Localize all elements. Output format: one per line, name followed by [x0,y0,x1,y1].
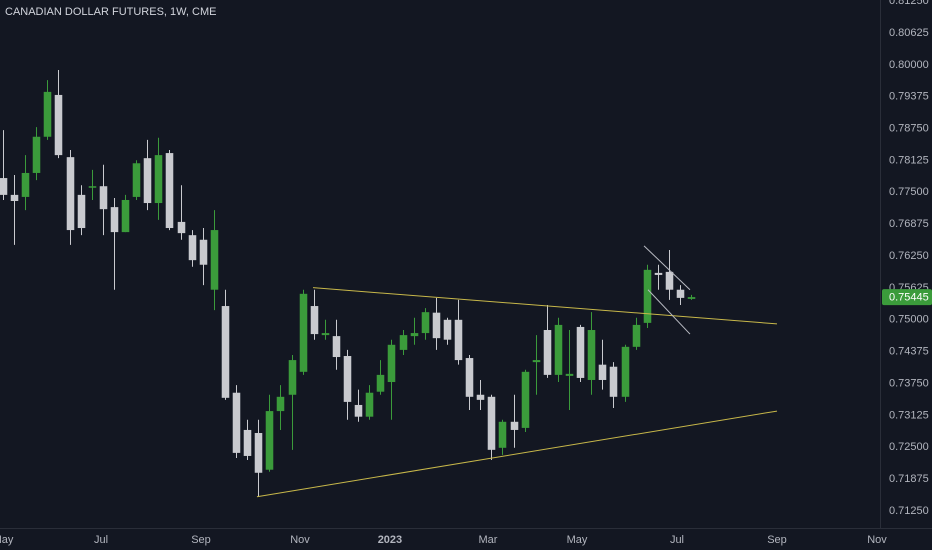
candle-body [43,91,52,137]
y-tick-label: 0.80625 [889,27,929,39]
candle-body [121,199,130,233]
last-price-box [882,289,932,306]
candle-body [343,356,352,402]
x-tick-label: Sep [191,534,211,546]
candle-body [365,392,374,417]
y-tick-label: 0.80000 [889,59,929,71]
last-price-label: 0.75445 [889,292,929,304]
candle-body [410,333,419,337]
candle-body [643,269,652,323]
x-tick-label: Jul [670,534,684,546]
candle-body [288,360,297,395]
candle-body [521,371,530,428]
candle-body [321,333,330,336]
chart-title: CANADIAN DOLLAR FUTURES, 1W, CME [5,6,216,18]
candle-body [232,392,241,453]
candle-body [487,396,496,450]
candle-body [10,194,19,202]
candle-body [632,324,641,347]
candle-body [88,186,97,188]
candle-body [421,312,430,334]
candle-body [32,136,41,173]
candle-body [265,411,274,470]
candle-body [299,293,308,372]
trend-line [256,410,778,498]
candle-body [399,335,408,350]
y-tick-label: 0.74375 [889,346,929,358]
candle-body [609,366,618,397]
trend-line [643,245,691,291]
candle-body [554,324,563,375]
candle-body [621,346,630,397]
candle-body [498,421,507,448]
candle-body [21,172,30,197]
candle-body [432,312,441,339]
y-tick-label: 0.75000 [889,314,929,326]
candle-body [543,330,552,375]
y-tick-label: 0.78750 [889,123,929,135]
candle-body [476,394,485,400]
candle-body [332,336,341,358]
candle-body [66,157,75,231]
candle-body [510,421,519,430]
x-tick-label: 2023 [378,534,402,546]
candle-body [143,158,152,204]
candle-body [165,153,174,229]
candle-body [0,178,8,195]
candle-body [598,364,607,380]
y-tick-label: 0.76250 [889,250,929,262]
candle-body [221,306,230,398]
x-tick-label: Jul [94,534,108,546]
candle-body [243,429,252,456]
candle-body [654,272,663,275]
candle-body [587,330,596,380]
candle-body [177,221,186,234]
candle-body [210,230,219,290]
x-tick-label: Nov [867,534,887,546]
y-tick-label: 0.77500 [889,186,929,198]
candle-body [443,319,452,340]
candle-body [454,319,463,361]
y-tick-label: 0.76875 [889,218,929,230]
candle-body [687,297,696,299]
candle-body [310,306,319,335]
candle-body [77,194,86,229]
candle-body [665,271,674,290]
y-tick-label: 0.71875 [889,473,929,485]
candle-body [199,239,208,265]
y-tick-label: 0.73750 [889,377,929,389]
trend-line [312,287,778,325]
y-tick-label: 0.71250 [889,505,929,517]
trend-line [647,289,691,335]
candle-body [576,326,585,378]
candle-body [110,207,119,233]
candle-body [276,396,285,412]
x-tick-label: May [567,534,588,546]
x-tick-label: Mar [478,534,497,546]
y-tick-label: 0.78125 [889,154,929,166]
candle-body [565,373,574,376]
candle-body [154,155,163,204]
y-tick-label: 0.81250 [889,0,929,7]
x-tick-label: Sep [767,534,787,546]
x-tick-label: May [0,534,14,546]
candle-body [99,186,108,210]
candle-body [132,163,141,197]
candle-body [54,94,63,156]
y-tick-label: 0.72500 [889,441,929,453]
candle-body [387,344,396,383]
candle-body [465,358,474,397]
candle-body [676,289,685,298]
x-tick-label: Nov [290,534,310,546]
candle-body [532,360,541,363]
candle-body [354,404,363,417]
candle-body [254,433,263,473]
candle-body [188,235,197,261]
y-tick-label: 0.79375 [889,91,929,103]
y-tick-label: 0.73125 [889,409,929,421]
candle-body [376,374,385,392]
